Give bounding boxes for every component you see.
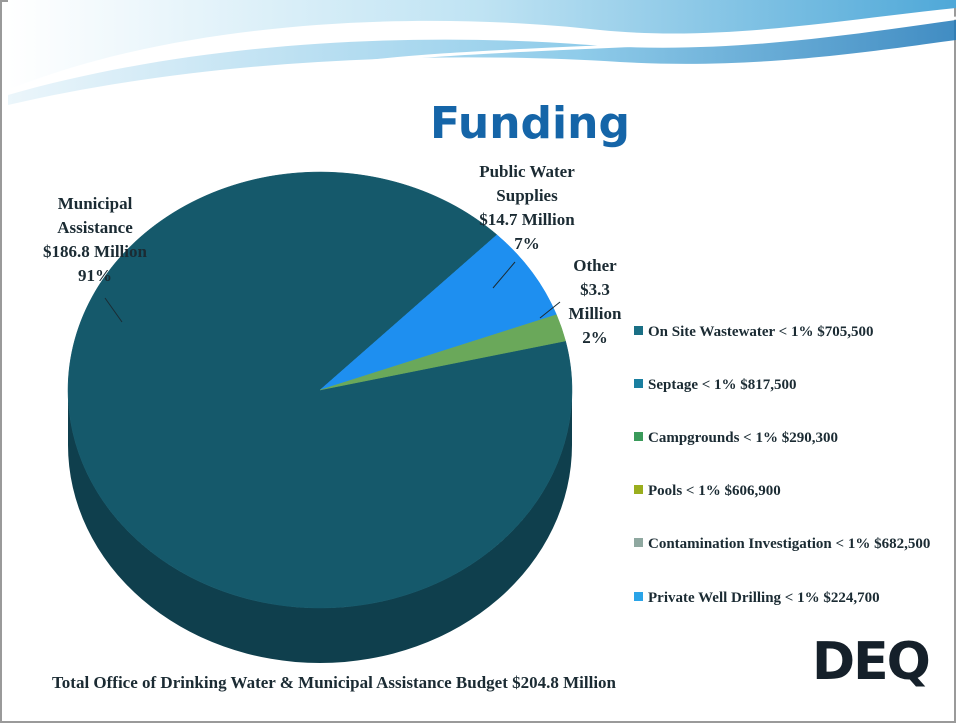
slice-name: Other bbox=[573, 256, 617, 275]
legend-entry: Private Well Drilling < 1% $224,700 bbox=[634, 588, 934, 609]
slice-percent: 91% bbox=[78, 266, 112, 285]
legend-text: Pools < 1% $606,900 bbox=[648, 483, 781, 499]
header-wave-line bbox=[299, 16, 956, 72]
slice-amount: $14.7 Million bbox=[479, 210, 575, 229]
legend-text: Septage < 1% $817,500 bbox=[648, 377, 797, 393]
leader-line bbox=[492, 261, 516, 289]
legend-swatch bbox=[634, 592, 643, 601]
slice-percent: 7% bbox=[514, 234, 540, 253]
pie-slice bbox=[319, 314, 566, 391]
slice-name: Public Water Supplies bbox=[479, 162, 575, 205]
leader-line bbox=[104, 297, 123, 323]
legend-swatch bbox=[634, 326, 643, 335]
slice-amount: $186.8 Million bbox=[43, 242, 147, 261]
legend-text: Contamination Investigation < 1% $682,50… bbox=[648, 536, 931, 552]
slice-label: Public Water Supplies $14.7 Million 7% bbox=[452, 160, 602, 256]
pie bbox=[67, 171, 573, 663]
slice-percent: 2% bbox=[582, 328, 608, 347]
legend-entry: Septage < 1% $817,500 bbox=[634, 375, 934, 396]
slice-label: Municipal Assistance $186.8 Million 91% bbox=[25, 192, 165, 288]
legend-entry: Pools < 1% $606,900 bbox=[634, 481, 934, 502]
legend-text: On Site Wastewater < 1% $705,500 bbox=[648, 324, 874, 340]
slice-label: Other $3.3 Million 2% bbox=[560, 254, 630, 350]
header-wave bbox=[8, 0, 956, 90]
slice-name: Municipal Assistance bbox=[57, 194, 133, 237]
pie-side bbox=[68, 390, 572, 663]
pie-slice bbox=[319, 234, 557, 391]
legend-text: Campgrounds < 1% $290,300 bbox=[648, 430, 838, 446]
logo: DEQ bbox=[812, 632, 931, 692]
legend-entry: Campgrounds < 1% $290,300 bbox=[634, 428, 934, 449]
legend-swatch bbox=[634, 379, 643, 388]
legend-entry: On Site Wastewater < 1% $705,500 bbox=[634, 322, 934, 343]
legend-swatch bbox=[634, 432, 643, 441]
header-wave bbox=[8, 20, 956, 105]
title: Funding bbox=[430, 98, 630, 149]
legend-swatch bbox=[634, 538, 643, 547]
footer: Total Office of Drinking Water & Municip… bbox=[52, 673, 617, 692]
legend-text: Private Well Drilling < 1% $224,700 bbox=[648, 590, 880, 606]
legend-swatch bbox=[634, 485, 643, 494]
slice-amount: $3.3 Million bbox=[568, 280, 622, 323]
legend-entry: Contamination Investigation < 1% $682,50… bbox=[634, 534, 934, 555]
leader-line bbox=[539, 301, 561, 319]
